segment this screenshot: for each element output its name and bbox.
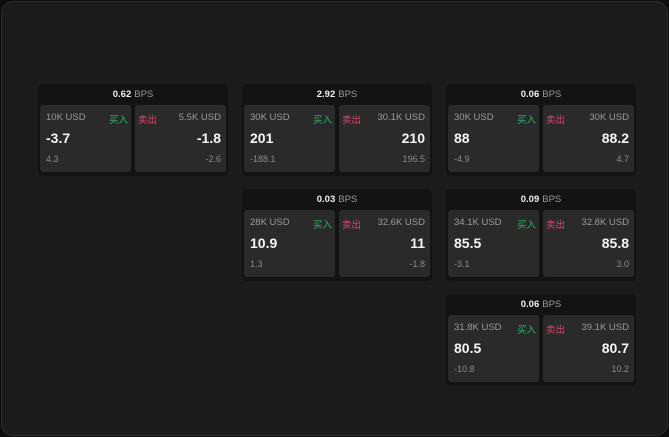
buy-label: 买入 (516, 220, 536, 231)
sell-price: 85.8 (601, 235, 629, 251)
sell-price: 11 (410, 235, 425, 251)
spread-unit: BPS (542, 299, 562, 310)
sell-size: 30K USD (589, 112, 629, 123)
spread-unit: BPS (338, 194, 358, 205)
spread-header: 2.92 BPS (242, 84, 432, 105)
spread-value: 0.03 (316, 194, 336, 205)
sell-size: 5.5K USD (178, 112, 221, 123)
sell-button[interactable]: 卖出 5.5K USD -1.8 -2.6 (135, 105, 226, 172)
buy-change: -10.8 (454, 364, 475, 374)
spread-value: 0.06 (520, 299, 540, 310)
quote-card: 0.06 BPS 31.8K USD 买入 80.5 -10.8 卖出 39.1K… (446, 294, 636, 386)
sell-button[interactable]: 卖出 32.8K USD 85.8 3.0 (543, 210, 634, 277)
sell-price: 80.7 (601, 340, 629, 356)
buy-price: 85.5 (454, 235, 482, 251)
buy-label: 买入 (312, 115, 332, 126)
buy-button[interactable]: 30K USD 买入 201 -188.1 (244, 105, 335, 172)
sell-size: 32.8K USD (581, 217, 629, 228)
buy-button[interactable]: 28K USD 买入 10.9 1.3 (244, 210, 335, 277)
sell-label: 卖出 (138, 115, 158, 126)
buy-price: 10.9 (250, 235, 278, 251)
buy-change: 4.3 (46, 154, 59, 164)
buy-button[interactable]: 10K USD 买入 -3.7 4.3 (40, 105, 131, 172)
buy-price: 88 (454, 130, 470, 146)
spread-header: 0.06 BPS (446, 84, 636, 105)
buy-price: -3.7 (46, 130, 71, 146)
spread-value: 0.62 (112, 89, 132, 100)
spread-header: 0.09 BPS (446, 189, 636, 210)
spread-unit: BPS (338, 89, 358, 100)
sell-change: -2.6 (205, 154, 221, 164)
sell-label: 卖出 (342, 220, 362, 231)
spread-header: 0.06 BPS (446, 294, 636, 315)
buy-size: 30K USD (250, 112, 290, 123)
buy-change: -3.1 (454, 259, 470, 269)
spread-unit: BPS (134, 89, 154, 100)
buy-price: 80.5 (454, 340, 482, 356)
spread-header: 0.03 BPS (242, 189, 432, 210)
sell-price: 210 (401, 130, 425, 146)
quote-card: 0.03 BPS 28K USD 买入 10.9 1.3 卖出 32.6K USD… (242, 189, 432, 281)
buy-change: -188.1 (250, 154, 276, 164)
sell-label: 卖出 (546, 220, 566, 231)
buy-size: 34.1K USD (454, 217, 502, 228)
sell-price: -1.8 (196, 130, 221, 146)
sell-button[interactable]: 卖出 30K USD 88.2 4.7 (543, 105, 634, 172)
buy-price: 201 (250, 130, 274, 146)
sell-change: 196.5 (402, 154, 425, 164)
buy-change: 1.3 (250, 259, 263, 269)
buy-size: 10K USD (46, 112, 86, 123)
sell-size: 30.1K USD (377, 112, 425, 123)
quote-card: 2.92 BPS 30K USD 买入 201 -188.1 卖出 30.1K U… (242, 84, 432, 176)
sell-price: 88.2 (601, 130, 629, 146)
sell-change: 10.2 (611, 364, 629, 374)
quote-card: 0.62 BPS 10K USD 买入 -3.7 4.3 卖出 5.5K USD … (38, 84, 228, 176)
sell-change: -1.8 (409, 259, 425, 269)
spread-value: 0.09 (520, 194, 540, 205)
buy-button[interactable]: 34.1K USD 买入 85.5 -3.1 (448, 210, 539, 277)
quote-card: 0.09 BPS 34.1K USD 买入 85.5 -3.1 卖出 32.8K … (446, 189, 636, 281)
buy-button[interactable]: 31.8K USD 买入 80.5 -10.8 (448, 315, 539, 382)
sell-change: 3.0 (616, 259, 629, 269)
sell-change: 4.7 (616, 154, 629, 164)
sell-label: 卖出 (546, 325, 566, 336)
buy-size: 30K USD (454, 112, 494, 123)
sell-button[interactable]: 卖出 30.1K USD 210 196.5 (339, 105, 430, 172)
sell-label: 卖出 (546, 115, 566, 126)
spread-unit: BPS (542, 194, 562, 205)
spread-value: 0.06 (520, 89, 540, 100)
sell-size: 39.1K USD (581, 322, 629, 333)
spread-value: 2.92 (316, 89, 336, 100)
buy-size: 31.8K USD (454, 322, 502, 333)
sell-button[interactable]: 卖出 39.1K USD 80.7 10.2 (543, 315, 634, 382)
buy-label: 买入 (516, 115, 536, 126)
quote-card: 0.06 BPS 30K USD 买入 88 -4.9 卖出 30K USD 88… (446, 84, 636, 176)
spread-header: 0.62 BPS (38, 84, 228, 105)
buy-change: -4.9 (454, 154, 470, 164)
sell-button[interactable]: 卖出 32.6K USD 11 -1.8 (339, 210, 430, 277)
buy-label: 买入 (516, 325, 536, 336)
spread-unit: BPS (542, 89, 562, 100)
buy-label: 买入 (312, 220, 332, 231)
sell-label: 卖出 (342, 115, 362, 126)
buy-button[interactable]: 30K USD 买入 88 -4.9 (448, 105, 539, 172)
buy-size: 28K USD (250, 217, 290, 228)
buy-label: 买入 (108, 115, 128, 126)
sell-size: 32.6K USD (377, 217, 425, 228)
